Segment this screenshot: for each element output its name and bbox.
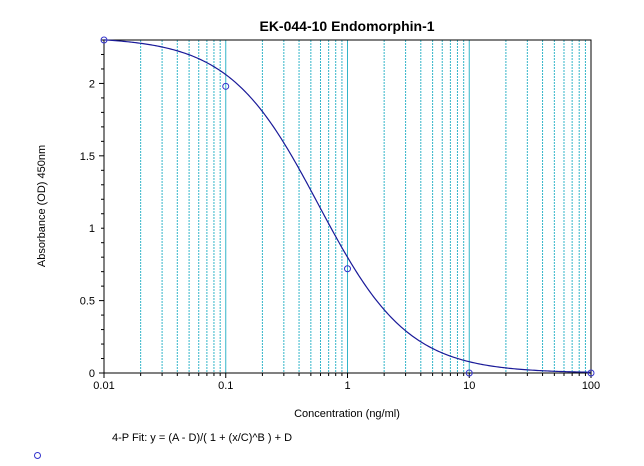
x-tick-labels: 0.01 0.1 1 10 100 xyxy=(93,380,600,392)
data-point xyxy=(465,369,473,377)
data-point xyxy=(587,369,595,377)
legend-point-marker xyxy=(34,452,41,459)
grid xyxy=(140,40,586,373)
x-tick-label: 10 xyxy=(463,380,475,392)
data-point xyxy=(344,265,351,273)
chart-title: EK-044-10 Endomorphin-1 xyxy=(259,18,434,34)
x-tick-label: 1 xyxy=(344,380,350,392)
axis-ticks xyxy=(99,39,592,378)
x-tick-label: 0.1 xyxy=(218,380,233,392)
y-tick-label: 1 xyxy=(89,223,95,235)
fit-curve xyxy=(103,39,592,373)
y-tick-label: 2 xyxy=(89,78,95,90)
data-points xyxy=(100,36,595,377)
fit-equation: 4-P Fit: y = (A - D)/( 1 + (x/C)^B ) + D xyxy=(112,432,293,444)
y-tick-label: 0.5 xyxy=(80,296,95,308)
y-tick-labels: 0 0.5 1 1.5 2 xyxy=(80,78,95,380)
x-tick-label: 100 xyxy=(582,380,600,392)
y-tick-label: 0 xyxy=(89,368,95,380)
x-axis-label: Concentration (ng/ml) xyxy=(294,408,400,420)
data-point xyxy=(222,82,230,90)
x-tick-label: 0.01 xyxy=(93,380,114,392)
y-tick-label: 1.5 xyxy=(80,151,95,163)
data-point xyxy=(100,36,108,44)
y-axis-label: Absorbance (OD) 450nm xyxy=(36,145,48,267)
